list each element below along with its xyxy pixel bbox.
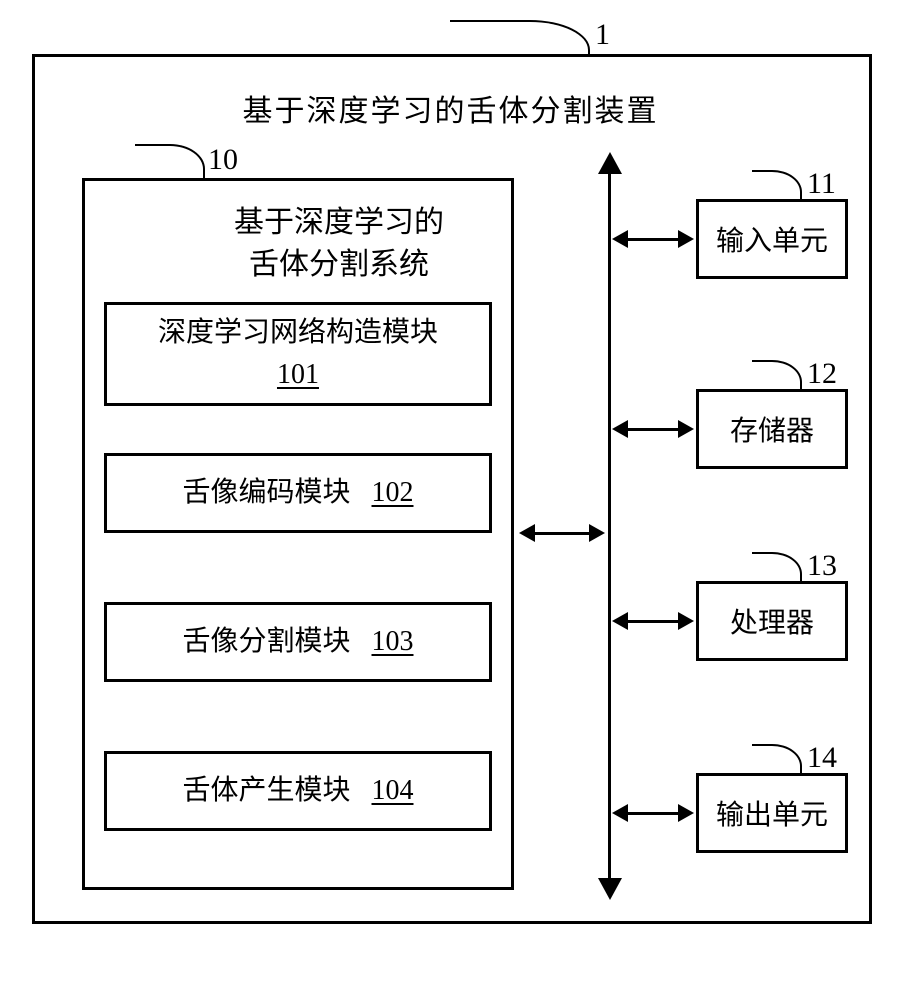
bus-arrow-down-icon bbox=[598, 878, 622, 900]
connector-system-bus bbox=[533, 532, 591, 535]
device-title: 基于深度学习的舌体分割装置 bbox=[0, 86, 901, 130]
unit-memory: 存储器 bbox=[696, 389, 848, 469]
connector-bus-unit11 bbox=[626, 238, 680, 241]
bus-arrow-up-icon bbox=[598, 152, 622, 174]
module-102-ref: 102 bbox=[372, 477, 414, 508]
connector-bus-unit14 bbox=[626, 812, 680, 815]
module-101-ref: 101 bbox=[277, 359, 319, 390]
connector-bus-unit12 bbox=[626, 428, 680, 431]
module-104: 舌体产生模块 104 bbox=[104, 751, 492, 831]
unit-input: 输入单元 bbox=[696, 199, 848, 279]
unit-11-label: 输入单元 bbox=[716, 219, 828, 259]
module-102-text: 舌像编码模块 bbox=[182, 477, 350, 508]
module-101: 深度学习网络构造模块 101 bbox=[104, 302, 492, 406]
diagram-root: 1 基于深度学习的舌体分割装置 10 基于深度学习的 舌体分割系统 深度学习网络… bbox=[0, 0, 901, 1000]
unit-output: 输出单元 bbox=[696, 773, 848, 853]
unit-13-label: 处理器 bbox=[730, 601, 814, 641]
unit-processor: 处理器 bbox=[696, 581, 848, 661]
connector-bus-unit13 bbox=[626, 620, 680, 623]
module-103-ref: 103 bbox=[372, 626, 414, 657]
module-102: 舌像编码模块 102 bbox=[104, 453, 492, 533]
module-101-text: 深度学习网络构造模块 bbox=[158, 317, 438, 348]
unit-12-label: 存储器 bbox=[730, 409, 814, 449]
ref-label-1: 1 bbox=[595, 18, 610, 52]
system-title-line1: 基于深度学习的 bbox=[234, 206, 444, 239]
ref-label-11: 11 bbox=[807, 167, 836, 201]
unit-14-label: 输出单元 bbox=[716, 793, 828, 833]
module-104-ref: 104 bbox=[372, 775, 414, 806]
bus-line bbox=[608, 166, 611, 886]
module-103-text: 舌像分割模块 bbox=[182, 626, 350, 657]
system-panel-title: 基于深度学习的 舌体分割系统 bbox=[82, 202, 514, 286]
ref-label-12: 12 bbox=[807, 357, 837, 391]
ref-label-14: 14 bbox=[807, 741, 837, 775]
leader-line-1 bbox=[450, 20, 590, 54]
ref-label-10: 10 bbox=[208, 143, 238, 177]
system-title-line2: 舌体分割系统 bbox=[249, 248, 429, 281]
ref-label-13: 13 bbox=[807, 549, 837, 583]
module-104-text: 舌体产生模块 bbox=[182, 775, 350, 806]
module-103: 舌像分割模块 103 bbox=[104, 602, 492, 682]
